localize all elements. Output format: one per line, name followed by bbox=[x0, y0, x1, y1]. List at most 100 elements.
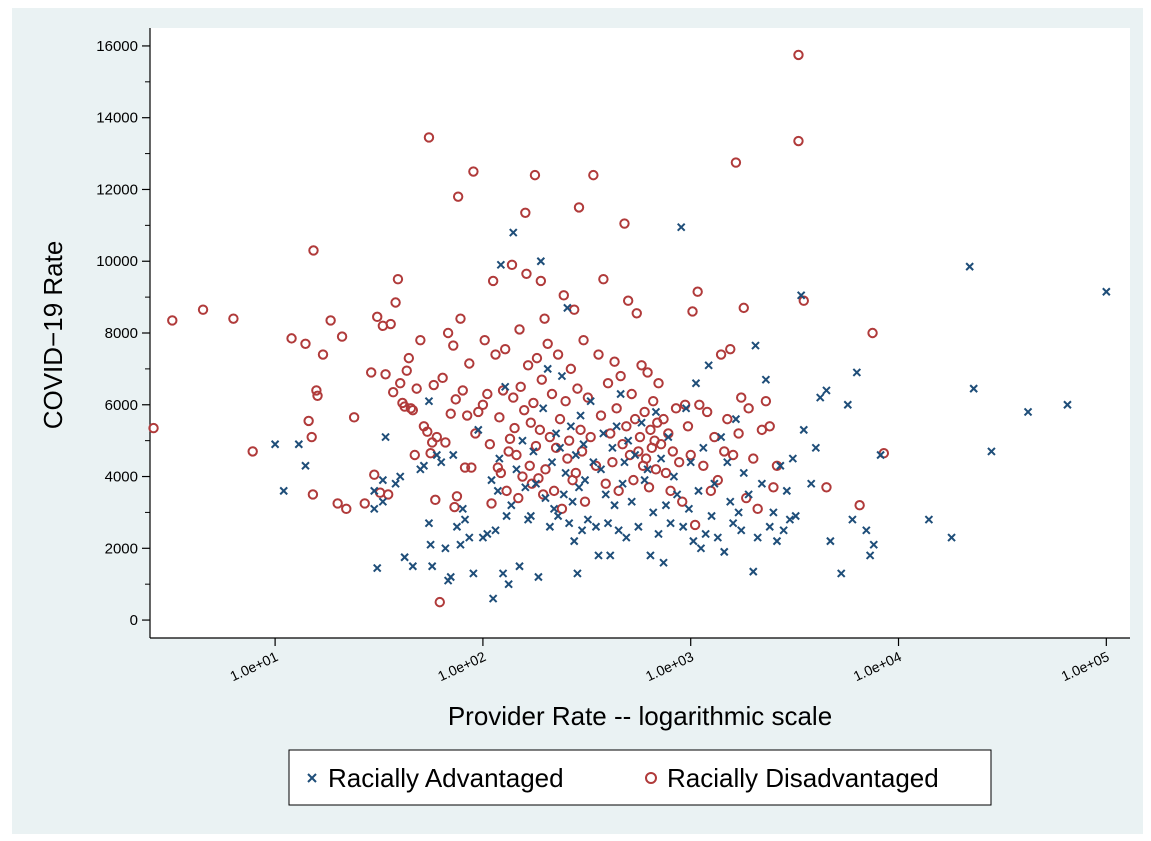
data-point-disadvantaged bbox=[303, 415, 314, 427]
data-point-advantaged bbox=[1102, 287, 1111, 296]
data-point-advantaged bbox=[646, 551, 655, 560]
data-point-disadvantaged bbox=[658, 413, 669, 425]
data-point-advantaged bbox=[270, 440, 280, 449]
data-point-disadvantaged bbox=[286, 333, 297, 344]
data-point-disadvantaged bbox=[365, 367, 377, 378]
data-point-advantaged bbox=[947, 533, 956, 542]
data-point-disadvantaged bbox=[628, 474, 639, 486]
data-point-disadvantaged bbox=[477, 399, 489, 410]
data-point-disadvantaged bbox=[715, 349, 727, 360]
data-point-advantaged bbox=[876, 450, 885, 460]
data-point-advantaged bbox=[502, 511, 511, 521]
data-point-advantaged bbox=[744, 490, 753, 499]
data-point-advantaged bbox=[707, 511, 716, 521]
data-point-advantaged bbox=[924, 515, 934, 524]
data-point-disadvantaged bbox=[741, 492, 752, 504]
data-point-advantaged bbox=[826, 536, 835, 546]
data-point-disadvantaged bbox=[449, 501, 460, 513]
data-point-advantaged bbox=[529, 447, 538, 456]
data-point-disadvantaged bbox=[228, 313, 239, 324]
data-point-disadvantaged bbox=[348, 412, 360, 423]
data-point-disadvantaged bbox=[531, 352, 543, 364]
data-point-advantaged bbox=[576, 411, 585, 420]
data-point-disadvantaged bbox=[390, 297, 401, 308]
data-point-disadvantaged bbox=[422, 426, 433, 437]
data-point-disadvantaged bbox=[517, 471, 528, 482]
data-point-disadvantaged bbox=[645, 424, 656, 436]
data-point-disadvantaged bbox=[501, 485, 512, 497]
data-point-disadvantaged bbox=[407, 404, 419, 416]
data-point-disadvantaged bbox=[535, 275, 547, 287]
data-point-disadvantaged bbox=[306, 431, 317, 443]
data-point-disadvantaged bbox=[655, 439, 667, 450]
data-point-advantaged bbox=[796, 291, 806, 300]
data-point-disadvantaged bbox=[392, 273, 404, 285]
data-point-advantaged bbox=[969, 384, 978, 393]
data-point-advantaged bbox=[723, 457, 732, 467]
data-point-advantaged bbox=[538, 404, 548, 413]
data-point-disadvantaged bbox=[575, 424, 586, 436]
data-point-advantaged bbox=[424, 518, 434, 528]
data-point-disadvantaged bbox=[461, 410, 473, 421]
data-point-disadvantaged bbox=[585, 431, 596, 443]
data-point-advantaged bbox=[583, 515, 593, 524]
data-point-advantaged bbox=[396, 472, 405, 481]
data-point-disadvantaged bbox=[428, 379, 439, 391]
data-point-disadvantaged bbox=[544, 431, 556, 443]
data-point-advantaged bbox=[623, 436, 633, 445]
data-point-disadvantaged bbox=[642, 367, 653, 378]
data-point-advantaged bbox=[779, 526, 788, 535]
data-point-advantaged bbox=[865, 551, 875, 560]
data-point-disadvantaged bbox=[494, 412, 505, 423]
data-point-disadvantaged bbox=[611, 403, 622, 414]
data-point-advantaged bbox=[791, 511, 800, 521]
data-point-disadvantaged bbox=[457, 385, 468, 396]
series-racially-disadvantaged bbox=[148, 49, 890, 608]
data-point-disadvantaged bbox=[667, 446, 679, 457]
data-point-disadvantaged bbox=[515, 381, 526, 393]
data-point-disadvantaged bbox=[487, 275, 499, 287]
data-point-disadvantaged bbox=[459, 462, 471, 473]
data-point-disadvantaged bbox=[464, 358, 475, 369]
data-point-disadvantaged bbox=[522, 360, 534, 371]
data-point-disadvantaged bbox=[540, 464, 551, 475]
data-point-advantaged bbox=[681, 404, 691, 413]
y-tick-label: 0 bbox=[130, 612, 138, 629]
data-point-advantaged bbox=[400, 553, 409, 562]
data-point-disadvantaged bbox=[722, 413, 733, 425]
data-point-disadvantaged bbox=[359, 498, 370, 509]
data-point-advantaged bbox=[566, 422, 576, 431]
data-point-disadvantaged bbox=[552, 349, 564, 360]
data-point-disadvantaged bbox=[332, 498, 343, 509]
data-point-advantaged bbox=[487, 475, 496, 485]
data-point-disadvantaged bbox=[619, 218, 630, 229]
data-point-advantaged bbox=[391, 479, 400, 488]
data-point-disadvantaged bbox=[423, 132, 435, 143]
data-point-disadvantaged bbox=[768, 482, 779, 493]
data-point-disadvantaged bbox=[525, 417, 537, 428]
data-point-disadvantaged bbox=[369, 469, 380, 480]
data-point-advantaged bbox=[563, 303, 572, 313]
data-point-advantaged bbox=[571, 450, 581, 460]
y-tick-label: 6000 bbox=[105, 397, 138, 414]
data-point-advantaged bbox=[541, 493, 550, 503]
data-point-advantaged bbox=[603, 518, 613, 528]
data-point-advantaged bbox=[862, 526, 871, 535]
data-point-advantaged bbox=[848, 515, 857, 524]
data-point-advantaged bbox=[1063, 400, 1072, 409]
data-point-disadvantaged bbox=[385, 318, 396, 330]
data-point-disadvantaged bbox=[325, 315, 336, 326]
data-point-advantaged bbox=[666, 518, 675, 528]
data-point-disadvantaged bbox=[558, 290, 569, 301]
data-point-disadvantaged bbox=[570, 467, 582, 479]
data-point-advantaged bbox=[419, 461, 429, 470]
data-point-advantaged bbox=[689, 536, 698, 546]
data-point-disadvantaged bbox=[506, 259, 518, 271]
data-point-advantaged bbox=[1023, 407, 1033, 417]
data-point-disadvantaged bbox=[466, 462, 477, 473]
data-point-advantaged bbox=[616, 389, 625, 399]
data-point-advantaged bbox=[822, 386, 831, 395]
data-point-advantaged bbox=[483, 529, 492, 539]
data-point-disadvantaged bbox=[542, 338, 553, 349]
